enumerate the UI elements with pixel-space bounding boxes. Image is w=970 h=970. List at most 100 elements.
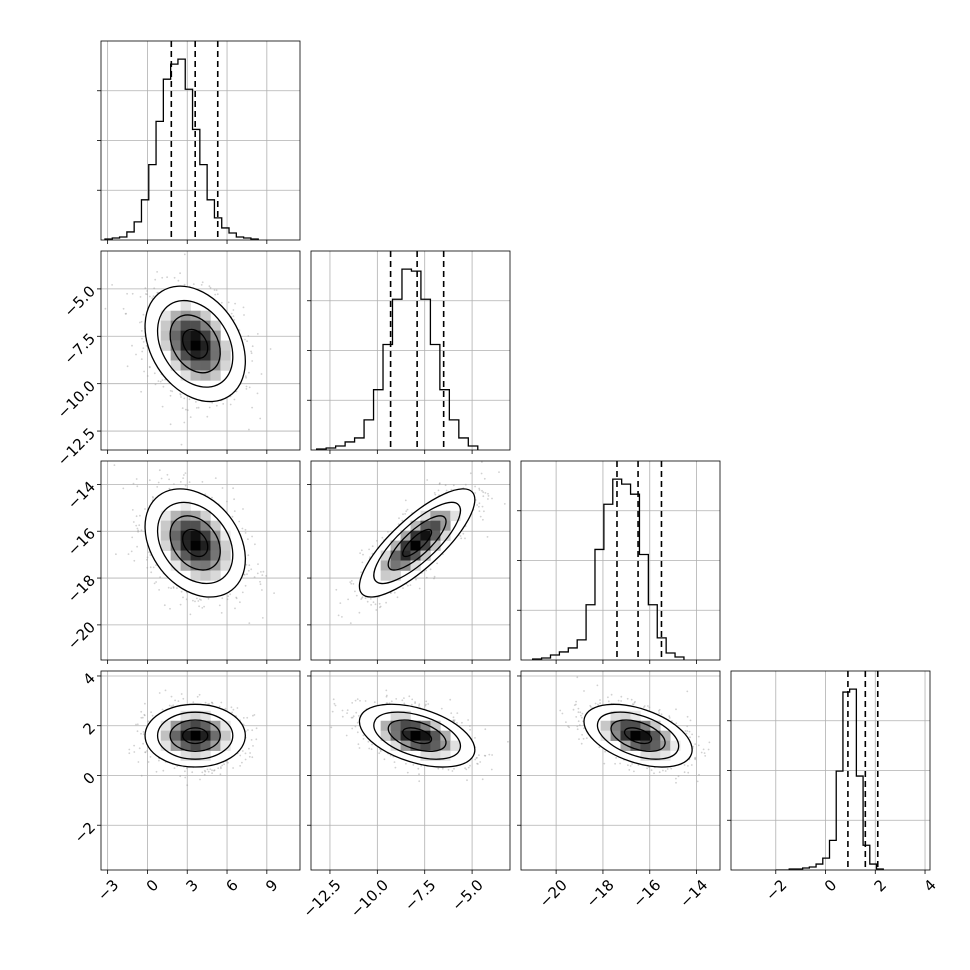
scatter-point <box>158 589 161 591</box>
scatter-point <box>132 482 135 485</box>
scatter-point <box>128 752 131 755</box>
scatter-point <box>173 276 176 279</box>
joint-panel-p1-p2 <box>307 460 511 664</box>
density-cell <box>160 340 171 351</box>
density-cell <box>200 750 211 761</box>
scatter-point <box>162 385 165 388</box>
scatter-point <box>217 767 220 770</box>
scatter-point <box>198 693 201 696</box>
scatter-point <box>209 768 212 770</box>
joint-panel-p0-p2 <box>97 460 301 664</box>
scatter-point <box>491 754 493 756</box>
scatter-point <box>141 337 143 340</box>
histogram-step <box>316 268 479 450</box>
scatter-point <box>215 404 218 407</box>
scatter-point <box>157 380 160 382</box>
scatter-point <box>401 699 404 702</box>
scatter-point <box>142 733 145 735</box>
scatter-point <box>191 771 194 774</box>
scatter-point <box>140 774 143 777</box>
scatter-point <box>211 772 214 774</box>
density-cell <box>210 570 221 581</box>
scatter-point <box>146 556 149 559</box>
scatter-point <box>433 492 436 494</box>
scatter-point <box>218 705 221 708</box>
scatter-point <box>409 584 412 586</box>
contour-line <box>156 299 234 388</box>
scatter-point <box>426 479 429 481</box>
scatter-point <box>173 483 175 485</box>
scatter-point <box>161 276 164 279</box>
scatter-point <box>252 714 254 717</box>
scatter-point <box>453 720 455 723</box>
scatter-point <box>207 597 210 600</box>
scatter-point <box>176 587 178 589</box>
scatter-point <box>243 573 246 576</box>
density-cell <box>210 320 221 331</box>
contour-line <box>156 501 234 585</box>
density-cell <box>170 360 181 371</box>
scatter-point <box>148 366 151 369</box>
scatter-point <box>206 768 209 771</box>
scatter-point <box>135 515 138 518</box>
density-cell <box>200 720 211 731</box>
scatter-point <box>478 510 481 512</box>
density-cell <box>190 330 201 341</box>
density-cell <box>190 730 201 741</box>
scatter-point <box>483 510 485 513</box>
scatter-point <box>232 315 235 318</box>
scatter-point <box>200 284 203 286</box>
density-cell <box>160 540 171 551</box>
scatter-point <box>251 756 254 759</box>
density-cell <box>420 540 431 551</box>
histogram-step <box>532 478 685 660</box>
scatter-point <box>259 583 262 586</box>
density-cell <box>200 310 211 321</box>
scatter-point <box>482 491 485 494</box>
scatter-point <box>192 599 194 602</box>
scatter-point <box>252 745 254 747</box>
scatter-point <box>478 505 480 508</box>
scatter-point <box>480 472 483 475</box>
scatter-point <box>349 581 352 583</box>
scatter-point <box>374 603 377 606</box>
scatter-point <box>481 489 483 492</box>
scatter-point <box>163 604 166 607</box>
scatter-point <box>381 536 384 539</box>
scatter-point <box>220 612 223 614</box>
scatter-point <box>234 607 236 610</box>
scatter-point <box>137 761 140 763</box>
density-cell <box>430 540 441 551</box>
scatter-point <box>155 564 157 566</box>
scatter-point <box>131 509 134 511</box>
density-cell <box>190 360 201 371</box>
density-cell <box>170 520 181 531</box>
scatter-point <box>167 586 170 589</box>
density-cell <box>210 340 221 351</box>
scatter-point <box>361 596 364 598</box>
scatter-point <box>150 711 153 714</box>
density-cell <box>160 730 171 741</box>
marginal-panel-p2 <box>517 460 721 664</box>
scatter-point <box>241 761 243 764</box>
scatter-point <box>248 622 251 624</box>
scatter-point <box>349 622 352 624</box>
scatter-point <box>251 729 254 732</box>
scatter-point <box>467 719 469 721</box>
density-cell <box>190 750 201 761</box>
scatter-point <box>152 496 155 499</box>
scatter-point <box>358 611 361 614</box>
scatter-point <box>141 716 144 719</box>
scatter-point <box>476 762 478 765</box>
scatter-point <box>405 762 407 765</box>
scatter-point <box>233 398 236 401</box>
density-cell <box>210 560 221 571</box>
scatter-point <box>137 530 140 533</box>
scatter-point <box>184 770 186 773</box>
scatter-point <box>436 562 438 565</box>
marginal-clip-group <box>101 41 300 240</box>
scatter-point <box>156 486 159 488</box>
scatter-point <box>149 756 152 758</box>
scatter-point <box>250 352 253 355</box>
scatter-point <box>372 601 375 604</box>
